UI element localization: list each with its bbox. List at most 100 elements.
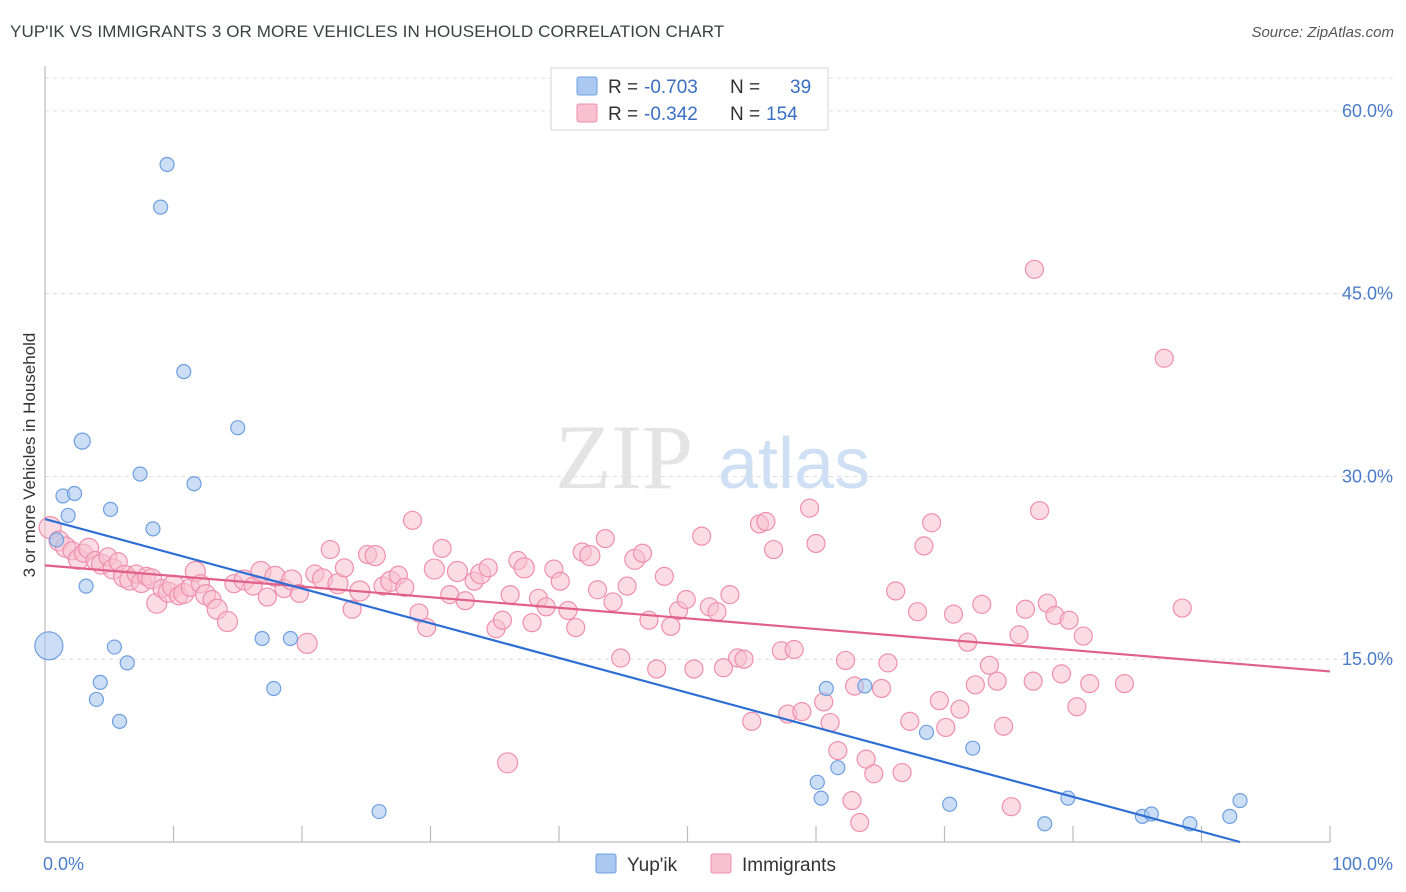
legend-swatch-yupik (576, 76, 598, 96)
immigrants-points (38, 259, 1192, 833)
yupik-point (1232, 792, 1248, 809)
x-tick-label: 0.0% (43, 854, 84, 874)
immigrants-point (1029, 500, 1050, 521)
yupik-point (809, 774, 825, 790)
watermark-atlas: atlas (718, 424, 870, 504)
immigrants-point (522, 613, 542, 633)
immigrants-point (492, 610, 513, 630)
y-tick-label: 15.0% (1342, 649, 1393, 669)
yupik-point (371, 803, 387, 820)
immigrants-point (784, 639, 804, 660)
immigrants-point (994, 716, 1014, 736)
immigrants-point (987, 671, 1007, 691)
legend-n-label-2: N = (730, 104, 760, 125)
yupik-point (106, 639, 122, 655)
legend-n-value-1: 39 (790, 77, 811, 98)
yupik-point (78, 578, 94, 594)
immigrants-point (611, 648, 631, 668)
y-tick-label: 60.0% (1342, 101, 1393, 121)
yupik-point (48, 532, 65, 548)
immigrants-point (842, 790, 862, 811)
yupik-point (942, 796, 958, 812)
immigrants-point (950, 699, 970, 719)
immigrants-point (871, 678, 892, 699)
yupik-point (73, 432, 91, 450)
yupik-point (119, 655, 135, 671)
yupik-point (1222, 808, 1238, 825)
legend-n-value-2: 154 (766, 104, 798, 125)
tick-labels: 15.0% 30.0% 45.0% 60.0% 0.0% 100.0% (43, 101, 1393, 874)
x-tick-label: 100.0% (1332, 854, 1393, 874)
immigrants-point (734, 649, 754, 669)
yupik-trend-line (44, 518, 1241, 844)
immigrants-point (707, 602, 727, 622)
immigrants-point (1067, 697, 1087, 717)
immigrants-point (692, 526, 712, 546)
immigrants-point (1051, 664, 1072, 684)
yupik-points (34, 156, 1248, 832)
immigrants-point (603, 592, 623, 612)
yupik-point (230, 420, 246, 436)
immigrants-point (566, 617, 586, 638)
immigrants-point (907, 602, 928, 622)
yupik-point (132, 466, 148, 482)
legend-r-label-2: R = (608, 104, 638, 125)
yupik-point (145, 521, 161, 537)
immigrants-point (423, 558, 445, 580)
immigrants-point (828, 741, 848, 761)
yupik-point (813, 790, 829, 806)
immigrants-point (550, 571, 570, 591)
immigrants-point (864, 764, 884, 784)
immigrants-point (835, 650, 856, 671)
immigrants-point (1024, 259, 1045, 279)
immigrants-point (595, 528, 615, 549)
immigrants-point (497, 752, 519, 774)
immigrants-point (432, 538, 452, 558)
immigrants-point (878, 653, 898, 673)
immigrants-point (1009, 625, 1029, 645)
immigrants-point (886, 581, 906, 601)
correlation-legend: R = -0.703 N = 39 R = -0.342 N = 154 (550, 67, 829, 131)
immigrants-point (914, 536, 934, 556)
immigrants-point (1073, 626, 1093, 646)
yupik-point (857, 678, 873, 694)
bottom-legend-yupik: Yup'ik (627, 855, 678, 876)
immigrants-point (799, 498, 820, 518)
yupik-point (254, 630, 270, 647)
legend-r-value-1: -0.703 (644, 77, 698, 98)
immigrants-point (1114, 673, 1135, 694)
immigrants-point (720, 585, 740, 605)
yupik-point (92, 674, 108, 690)
immigrants-point (792, 702, 812, 722)
immigrants-point (320, 539, 340, 560)
immigrants-point (756, 511, 776, 532)
watermark: ZIP atlas (555, 406, 870, 508)
immigrants-point (979, 655, 1000, 675)
chart-title: YUP'IK VS IMMIGRANTS 3 OR MORE VEHICLES … (10, 22, 725, 41)
yupik-point (186, 476, 202, 492)
immigrants-point (929, 691, 949, 711)
immigrants-point (742, 711, 762, 731)
yupik-point (176, 364, 192, 380)
y-tick-label: 30.0% (1342, 466, 1393, 486)
yupik-point (66, 485, 83, 502)
immigrants-point (972, 594, 992, 614)
immigrants-point (1154, 348, 1174, 368)
immigrants-point (446, 560, 469, 583)
immigrants-point (500, 585, 520, 605)
immigrants-point (342, 599, 362, 619)
immigrants-point (1001, 797, 1021, 817)
yupik-point (88, 691, 105, 708)
immigrants-point (513, 557, 535, 579)
yupik-point (965, 740, 981, 756)
yupik-point (34, 631, 64, 661)
axes (44, 66, 1331, 843)
immigrants-point (296, 632, 318, 654)
legend-r-label-1: R = (608, 77, 638, 98)
yupik-point (111, 713, 128, 729)
yupik-point (1037, 816, 1053, 832)
yupik-point (918, 724, 935, 740)
yupik-point (102, 501, 119, 517)
bottom-legend-swatch-yupik (595, 853, 617, 874)
